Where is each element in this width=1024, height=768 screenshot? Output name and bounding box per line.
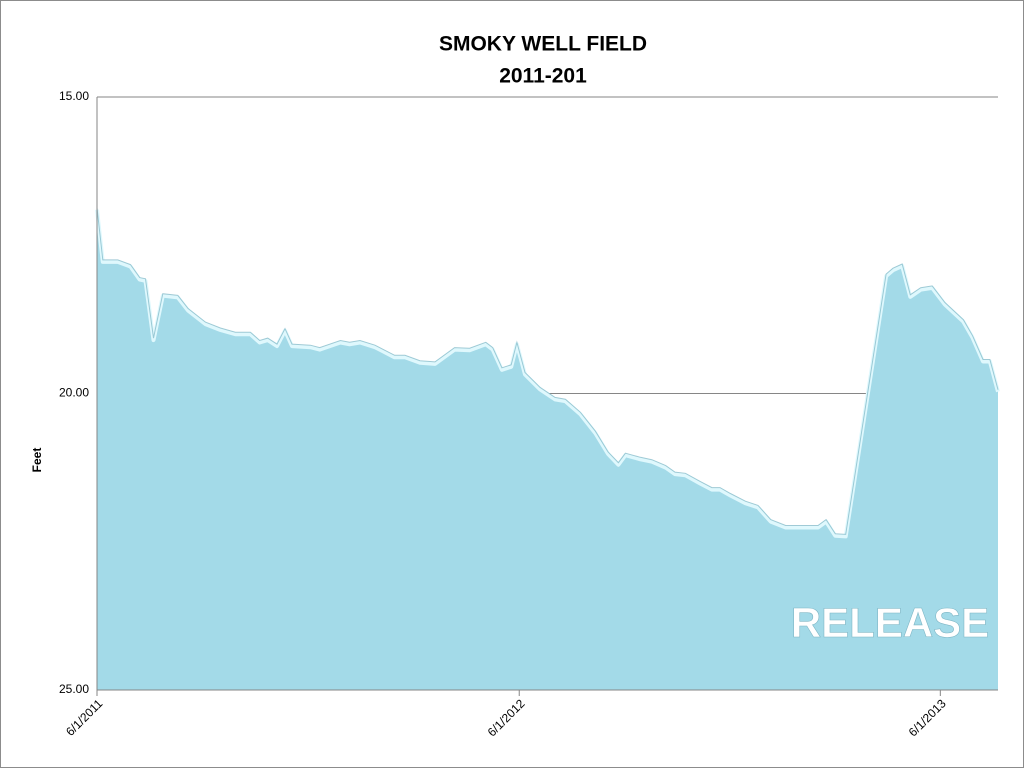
chart-title: SMOKY WELL FIELD [439, 33, 647, 56]
y-tick-label: 25.00 [59, 682, 89, 696]
area-fill [97, 209, 998, 690]
watermark: RELEASE [791, 599, 989, 646]
y-tick-label: 20.00 [59, 386, 89, 400]
area [95, 209, 1000, 539]
area-shadow [96, 207, 999, 535]
plot [95, 207, 1000, 690]
y-tick-label: 15.00 [59, 89, 89, 103]
y-axis-label: Feet [30, 448, 44, 473]
chart-subtitle: 2011-201 [499, 65, 587, 88]
